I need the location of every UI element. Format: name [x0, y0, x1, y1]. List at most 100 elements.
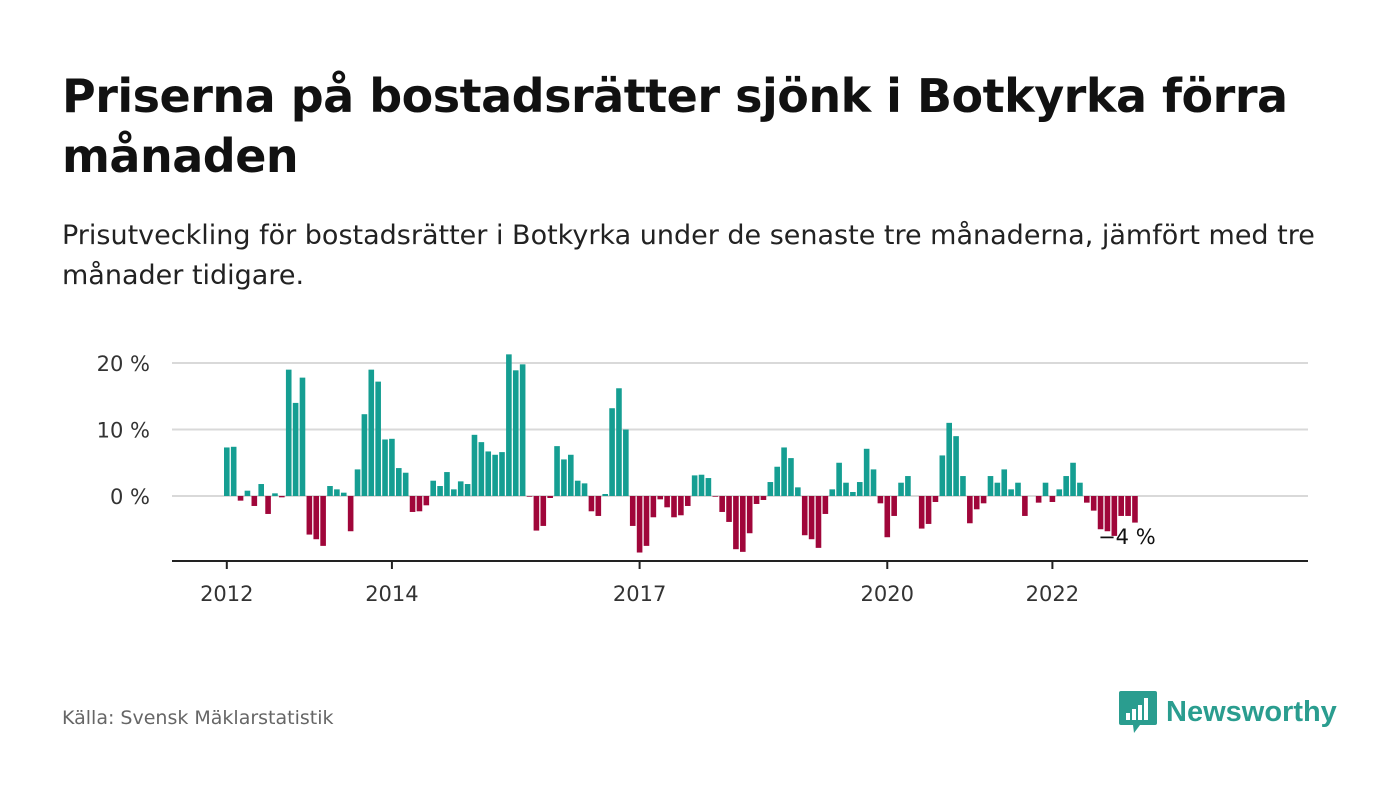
bar	[1015, 482, 1021, 496]
x-tick-label: 2017	[613, 582, 666, 606]
bar	[870, 469, 877, 496]
bar	[1111, 496, 1118, 536]
bar	[368, 369, 375, 496]
bar	[423, 496, 430, 506]
bar	[781, 447, 787, 496]
bar	[375, 381, 381, 496]
bar	[602, 494, 608, 496]
bar	[457, 481, 464, 496]
bar	[746, 496, 753, 534]
bar	[863, 448, 870, 496]
bar	[905, 476, 911, 496]
bar	[994, 482, 1001, 496]
bar	[519, 364, 526, 496]
bar	[843, 482, 849, 496]
bar	[1070, 462, 1076, 496]
bar	[726, 496, 732, 522]
bar	[877, 496, 884, 504]
bar	[719, 496, 725, 512]
x-tick-label: 2022	[1026, 582, 1079, 606]
bar	[1063, 476, 1069, 496]
bar	[230, 446, 237, 496]
x-axis-ticks: 2012 2014 2017 2020 2022	[200, 561, 1079, 606]
bar	[664, 496, 670, 508]
bar	[1056, 489, 1063, 496]
bar	[581, 483, 588, 496]
bar	[733, 496, 739, 550]
y-axis-ticks: 0 % 10 % 20 %	[97, 352, 150, 509]
chart-title: Priserna på bostadsrätter sjönk i Botkyr…	[62, 69, 1288, 183]
bar	[678, 496, 684, 516]
newsworthy-logo-icon	[1119, 691, 1157, 733]
y-tick-label: 10 %	[97, 419, 150, 443]
bar	[526, 496, 533, 497]
chart-subtitle: Prisutveckling för bostadsrätter i Botky…	[62, 220, 1315, 291]
bar	[1118, 496, 1124, 516]
bar	[389, 438, 395, 496]
annotations: −4 %	[1098, 525, 1156, 549]
bar	[320, 496, 326, 546]
bar	[464, 484, 471, 496]
bar	[815, 496, 822, 548]
bar	[1049, 496, 1056, 502]
bar	[340, 492, 347, 496]
bar	[285, 369, 292, 496]
bar	[327, 486, 333, 496]
bar	[279, 496, 285, 498]
bar	[822, 496, 829, 514]
bar	[623, 429, 629, 496]
bar	[760, 496, 767, 500]
y-tick-label: 20 %	[97, 352, 150, 376]
bar	[932, 496, 939, 502]
bar	[258, 484, 264, 496]
bar	[1090, 496, 1097, 511]
bar	[313, 496, 320, 540]
bar	[265, 496, 271, 514]
bar	[561, 459, 567, 496]
bar	[244, 490, 251, 496]
bar	[898, 482, 904, 496]
bar	[451, 489, 457, 496]
bar	[574, 480, 581, 496]
bar	[973, 496, 980, 510]
bar	[980, 496, 987, 504]
bar	[698, 474, 705, 496]
y-tick-label: 0 %	[110, 485, 150, 509]
bar	[444, 472, 450, 496]
bar	[540, 496, 547, 526]
bar	[1077, 482, 1083, 496]
bars	[224, 354, 1138, 553]
bar	[334, 489, 340, 496]
bar	[884, 496, 891, 538]
bar	[753, 496, 760, 504]
bar	[478, 442, 485, 496]
bar	[595, 496, 602, 516]
bar	[712, 496, 719, 497]
bar	[774, 466, 780, 496]
bar	[801, 496, 808, 536]
x-tick-label: 2014	[365, 582, 418, 606]
bar	[224, 447, 230, 496]
bar	[306, 496, 313, 535]
bar	[506, 354, 512, 496]
bar	[967, 496, 973, 524]
bar	[237, 496, 244, 501]
bar	[829, 489, 836, 496]
bar	[609, 408, 615, 496]
brand-logo: Newsworthy	[1118, 688, 1337, 736]
bar	[891, 496, 897, 516]
bar	[808, 496, 815, 540]
bar	[850, 492, 856, 496]
bar	[636, 496, 643, 553]
brand-name: Newsworthy	[1166, 695, 1337, 728]
bar	[354, 469, 361, 496]
bar	[1008, 489, 1014, 496]
bar	[547, 496, 553, 498]
bar	[918, 496, 925, 529]
bar	[650, 496, 657, 518]
bar	[292, 402, 299, 496]
bar	[1125, 496, 1131, 516]
bar	[1084, 496, 1090, 503]
bar	[953, 436, 959, 496]
bar	[1042, 482, 1049, 496]
